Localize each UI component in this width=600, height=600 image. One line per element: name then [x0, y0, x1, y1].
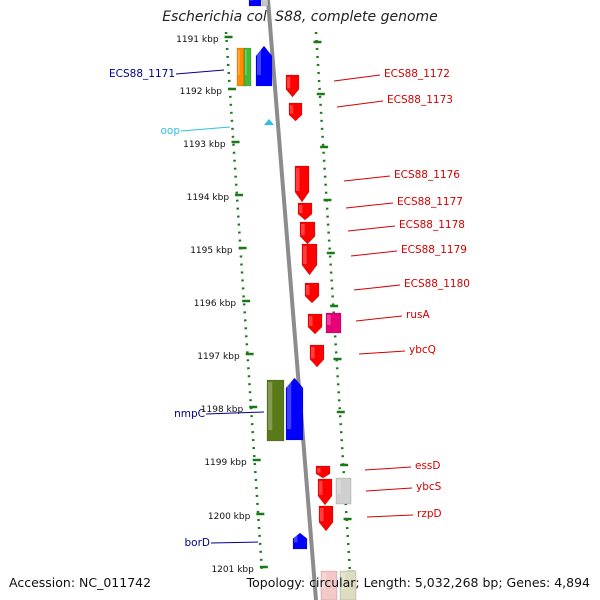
ruler-label: 1196 kbp — [194, 299, 237, 309]
gene-rusA-partner — [307, 313, 323, 335]
right-gene-label: rusA — [406, 309, 430, 321]
gene-olive — [266, 379, 285, 442]
right-gene-label: ECS88_1179 — [401, 244, 467, 256]
gene-ecs88-1177 — [297, 202, 313, 221]
gene-ecs88-1178 — [299, 221, 316, 245]
left-gene-label: nmpC — [174, 408, 205, 420]
right-label-leader — [343, 175, 391, 182]
right-gene-label: ECS88_1173 — [387, 94, 453, 106]
gene-essD — [315, 465, 331, 479]
right-label-leader — [347, 225, 396, 232]
right-gene-label: rzpD — [417, 508, 442, 520]
ruler-label: 1201 kbp — [211, 565, 254, 575]
gene-ecs88-1180 — [304, 282, 320, 304]
gene-ybcQ — [309, 344, 325, 368]
ruler-label: 1197 kbp — [197, 352, 240, 362]
left-label-leader — [180, 126, 231, 132]
gene-rusA — [325, 312, 342, 334]
ruler-label: 1191 kbp — [176, 35, 219, 45]
gene-rzpD — [318, 505, 334, 532]
right-label-leader — [358, 350, 406, 355]
map-title: Escherichia coli S88, complete genome — [162, 9, 438, 25]
right-gene-label: ECS88_1180 — [404, 278, 470, 290]
ruler-label: 1200 kbp — [208, 512, 251, 522]
right-gene-label: ybcQ — [409, 344, 436, 356]
gene-ecs88-1173 — [288, 102, 303, 122]
gene-ybcS — [335, 477, 352, 505]
gene-beige-bottom — [339, 570, 357, 600]
right-label-leader — [353, 284, 401, 291]
right-gene-label: ECS88_1177 — [397, 196, 463, 208]
gene-borD — [292, 532, 308, 550]
ruler-label: 1193 kbp — [183, 140, 226, 150]
gene-orange — [236, 47, 245, 87]
ruler-label: 1192 kbp — [180, 87, 223, 97]
topology-text: Topology: circular; Length: 5,032,268 bp… — [246, 575, 590, 590]
gene-nmpC — [285, 377, 304, 441]
gene-ecs88-1179 — [301, 243, 318, 276]
left-gene-label: ECS88_1171 — [109, 68, 175, 80]
gene-ecs88-1176 — [294, 165, 310, 203]
gene-green — [243, 47, 252, 87]
gene-blue-top — [248, 0, 262, 7]
gene-ecs88-1171 — [255, 45, 273, 87]
right-gene-label: ECS88_1172 — [384, 68, 450, 80]
right-label-leader — [366, 514, 414, 518]
left-gene-label: oop — [160, 125, 180, 137]
gene-grey-top — [261, 0, 269, 7]
ruler-label: 1194 kbp — [187, 193, 230, 203]
right-label-leader — [355, 315, 403, 322]
right-label-leader — [345, 202, 394, 209]
genome-backbone — [266, 0, 318, 600]
right-gene-label: ECS88_1178 — [399, 219, 465, 231]
left-label-leader — [205, 411, 265, 415]
ruler-label: 1195 kbp — [190, 246, 233, 256]
right-label-leader — [364, 466, 412, 471]
gene-oop — [264, 119, 274, 125]
right-label-leader — [336, 100, 384, 108]
right-label-leader — [333, 74, 381, 82]
accession-text: Accession: NC_011742 — [9, 575, 152, 590]
right-label-leader — [350, 250, 398, 257]
gene-ybcS-partner — [317, 478, 333, 506]
gene-ecs88-1172 — [285, 74, 300, 98]
right-gene-label: ybcS — [416, 481, 442, 493]
right-label-leader — [365, 487, 413, 492]
ruler-label: 1198 kbp — [201, 405, 244, 415]
left-label-leader — [175, 69, 225, 75]
right-gene-label: ECS88_1176 — [394, 169, 460, 181]
left-gene-label: borD — [185, 537, 211, 549]
left-label-leader — [210, 541, 259, 544]
right-gene-label: essD — [415, 460, 441, 472]
gene-pink-bottom — [320, 570, 338, 600]
ruler-label: 1199 kbp — [204, 458, 247, 468]
